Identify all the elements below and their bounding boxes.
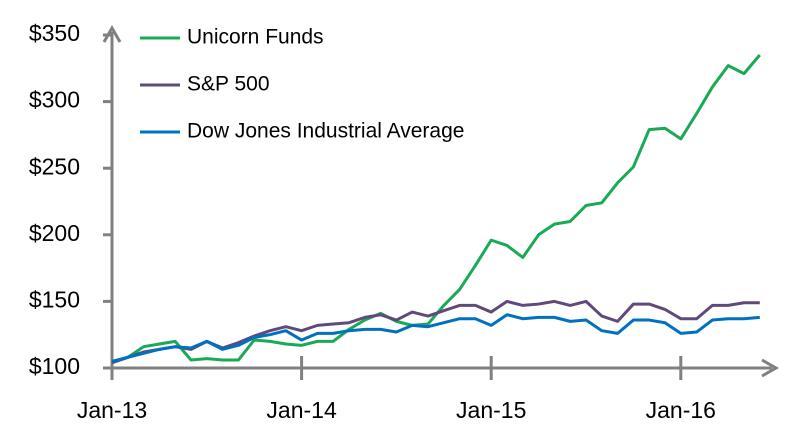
y-tick-label: $100 xyxy=(29,353,80,379)
legend-label: S&P 500 xyxy=(187,73,270,96)
x-axis-arrow xyxy=(761,358,780,378)
series-line xyxy=(111,54,761,365)
y-axis-arrow xyxy=(102,24,122,43)
x-tick-label: Jan-15 xyxy=(456,397,526,423)
y-tick-label: $150 xyxy=(29,286,80,312)
series-line xyxy=(111,313,760,363)
legend-label: Unicorn Funds xyxy=(187,26,324,49)
y-tick-label: $300 xyxy=(29,87,80,113)
y-tick-label: $250 xyxy=(29,153,80,179)
y-tick-label: $200 xyxy=(29,220,80,246)
x-tick-label: Jan-13 xyxy=(77,397,147,423)
y-tick-label: $350 xyxy=(29,20,80,46)
legend-label: Dow Jones Industrial Average xyxy=(187,120,464,143)
x-tick-label: Jan-14 xyxy=(266,397,337,423)
series-line xyxy=(111,299,760,365)
x-tick-label: Jan-16 xyxy=(646,397,716,423)
